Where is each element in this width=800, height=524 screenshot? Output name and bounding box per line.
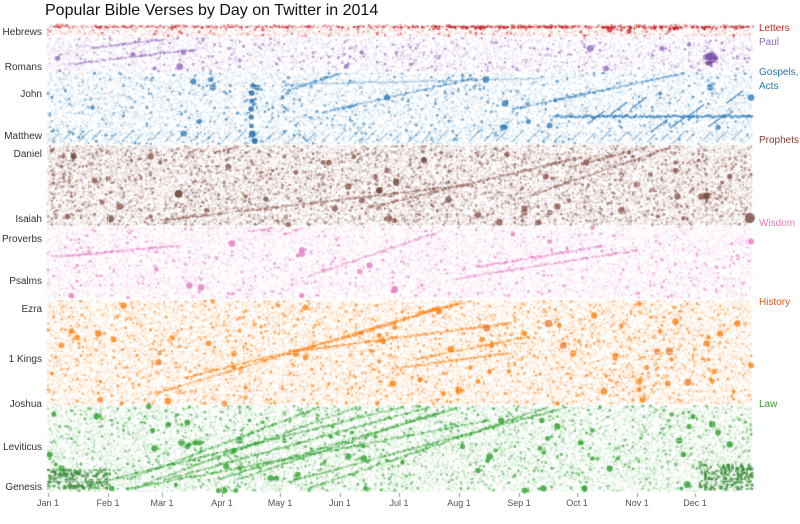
group-label-law: Law [759,399,778,410]
y-axis-label-leviticus: Leviticus [3,442,42,453]
y-axis-label-romans: Romans [4,62,42,73]
y-axis-label-proverbs: Proverbs [1,234,42,245]
group-label-history: History [759,297,791,308]
x-tick-jan: Jan 1 [36,498,60,508]
group-label-wisdom: Wisdom [759,218,796,229]
x-tick-mar: Mar 1 [150,498,174,508]
group-label-letters: Letters [759,23,790,34]
y-axis-label-john: John [20,89,42,100]
x-tick-aug: Aug 1 [447,498,471,508]
x-tick-oct: Oct 1 [566,498,588,508]
group-label-paul: Paul [759,37,780,48]
x-tick-apr: Apr 1 [211,498,233,508]
x-tick-sep: Sep 1 [507,498,531,508]
y-axis-label-psalms: Psalms [9,276,42,287]
group-label-gospels: Gospels, Acts [759,67,799,92]
chart-title: Popular Bible Verses by Day on Twitter i… [45,2,379,19]
x-tick-nov: Nov 1 [625,498,649,508]
x-tick-feb: Feb 1 [96,498,120,508]
y-axis-label-daniel: Daniel [13,149,42,160]
y-axis-label-1-kings: 1 Kings [8,354,42,365]
x-tick-dec: Dec 1 [683,498,707,508]
y-axis-label-matthew: Matthew [4,131,42,142]
x-tick-may: May 1 [267,498,293,508]
y-axis-label-hebrews: Hebrews [2,27,42,38]
y-axis-label-genesis: Genesis [5,482,42,493]
y-axis-label-ezra: Ezra [21,304,42,315]
y-axis-label-joshua: Joshua [9,399,42,410]
x-tick-jul: Jul 1 [389,498,409,508]
group-label-prophets: Prophets [759,135,800,146]
x-tick-jun: Jun 1 [328,498,352,508]
y-axis-label-isaiah: Isaiah [15,214,42,225]
